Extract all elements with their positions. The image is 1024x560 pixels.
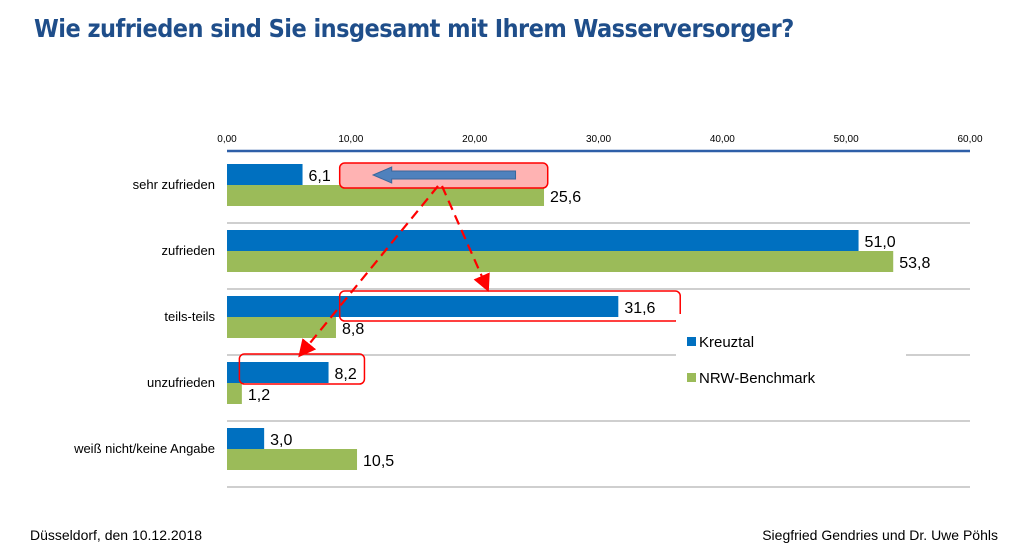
data-label: 8,2: [335, 366, 357, 383]
bar-nrw-benchmark: [227, 317, 336, 338]
data-label: 1,2: [248, 387, 270, 404]
row-separators: [227, 222, 970, 488]
left-arrow-icon: [371, 166, 517, 184]
bars: [227, 164, 894, 470]
x-tick-label: 10,00: [338, 134, 363, 145]
data-label: 6,1: [309, 168, 331, 185]
category-label: teils-teils: [164, 309, 215, 324]
data-label: 31,6: [624, 300, 655, 317]
bar-nrw-benchmark: [227, 185, 545, 206]
category-label: weiß nicht/keine Angabe: [73, 441, 215, 456]
data-label: 25,6: [550, 189, 581, 206]
legend-label: NRW-Benchmark: [699, 370, 816, 387]
bar-nrw-benchmark: [227, 383, 242, 404]
data-label: 3,0: [270, 432, 292, 449]
footer-authors: Siegfried Gendries und Dr. Uwe Pöhls: [762, 527, 998, 543]
legend-swatch-nrw-benchmark: [687, 373, 696, 382]
x-tick-label: 30,00: [586, 134, 611, 145]
data-label: 53,8: [899, 255, 930, 272]
x-axis: 0,00 10,00 20,00 30,00 40,00 50,00 60,00: [217, 134, 983, 153]
data-label: 8,8: [342, 321, 364, 338]
category-label: sehr zufrieden: [133, 177, 215, 192]
chart-title: Wie zufrieden sind Sie insgesamt mit Ihr…: [34, 14, 794, 43]
legend-label: Kreuztal: [699, 334, 754, 351]
annotations: [238, 162, 681, 385]
bar-kreuztal: [227, 428, 265, 449]
x-tick-label: 60,00: [957, 134, 982, 145]
data-label: 51,0: [865, 234, 896, 251]
bar-kreuztal: [227, 164, 303, 185]
x-tick-label: 0,00: [217, 134, 237, 145]
dashed-arrow-to-teils-teils: [440, 185, 490, 293]
bar-nrw-benchmark: [227, 449, 358, 470]
category-label: unzufrieden: [147, 375, 215, 390]
legend-background: [676, 314, 906, 404]
bar-kreuztal: [227, 230, 859, 251]
category-label: zufrieden: [162, 243, 215, 258]
bar-nrw-benchmark: [227, 251, 894, 272]
category-labels: sehr zufrieden zufrieden teils-teils unzufr…: [73, 177, 215, 456]
footer-date: Düsseldorf, den 10.12.2018: [30, 527, 203, 543]
x-tick-label: 20,00: [462, 134, 487, 145]
data-label: 10,5: [363, 453, 394, 470]
legend: Kreuztal NRW-Benchmark: [676, 314, 906, 404]
x-tick-label: 50,00: [834, 134, 859, 145]
x-tick-label: 40,00: [710, 134, 735, 145]
legend-swatch-kreuztal: [687, 337, 696, 346]
highlight-box-teils-teils: [338, 290, 681, 322]
dashed-arrow-to-unzufrieden: [298, 185, 439, 358]
bar-kreuztal: [227, 296, 619, 317]
bar-kreuztal: [227, 362, 329, 383]
data-labels: 6,1 25,6 51,053,8 31,6 8,8 8,2 1,2 3,0 10,5: [248, 168, 931, 470]
